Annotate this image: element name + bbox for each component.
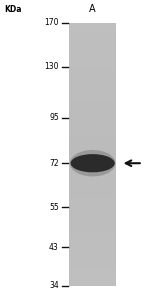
Bar <box>69 242 116 251</box>
Ellipse shape <box>70 150 116 176</box>
Bar <box>69 189 116 198</box>
Bar <box>69 251 116 260</box>
Bar <box>69 277 116 286</box>
Bar <box>69 119 116 128</box>
Bar <box>69 216 116 225</box>
Bar <box>69 207 116 216</box>
Text: KDa: KDa <box>4 5 22 14</box>
Bar <box>69 172 116 181</box>
Text: 72: 72 <box>49 159 59 168</box>
Bar <box>69 23 116 32</box>
Text: 95: 95 <box>49 113 59 122</box>
Bar <box>69 102 116 111</box>
Bar <box>69 23 116 286</box>
Bar <box>69 154 116 163</box>
Text: 170: 170 <box>44 18 59 28</box>
Bar <box>69 181 116 189</box>
Bar <box>69 84 116 93</box>
Bar <box>69 58 116 67</box>
Text: 34: 34 <box>49 281 59 290</box>
Bar <box>69 137 116 146</box>
Bar <box>69 32 116 40</box>
Text: 130: 130 <box>44 62 59 71</box>
Text: 43: 43 <box>49 243 59 252</box>
Bar <box>69 233 116 242</box>
Text: 55: 55 <box>49 203 59 212</box>
Bar <box>69 260 116 268</box>
Bar <box>69 268 116 277</box>
Bar <box>69 163 116 172</box>
Bar <box>69 67 116 75</box>
Bar <box>69 75 116 84</box>
Bar <box>69 93 116 102</box>
Bar <box>69 146 116 154</box>
Bar <box>69 198 116 207</box>
Bar <box>69 40 116 49</box>
Bar <box>69 128 116 137</box>
Bar <box>69 225 116 233</box>
Ellipse shape <box>71 154 115 172</box>
Bar <box>69 49 116 58</box>
Text: A: A <box>89 4 96 14</box>
Bar <box>69 111 116 119</box>
